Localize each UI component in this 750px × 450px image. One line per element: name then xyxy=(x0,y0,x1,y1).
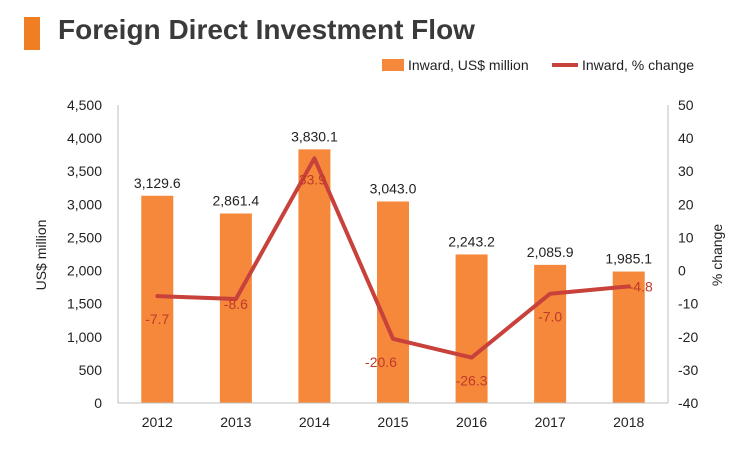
y-tick-label: 0 xyxy=(94,395,102,411)
y-tick-label: 4,500 xyxy=(67,97,102,113)
line-value-label: 33.9 xyxy=(299,171,326,187)
x-tick-label: 2017 xyxy=(535,414,566,430)
line-value-label: -8.6 xyxy=(224,296,248,312)
y-tick-label: 4,000 xyxy=(67,130,102,146)
line-value-label: -4.8 xyxy=(629,278,653,294)
x-tick-label: 2018 xyxy=(613,414,644,430)
y2-tick-label: 0 xyxy=(678,263,686,279)
y2-tick-label: 40 xyxy=(678,130,694,146)
y2-tick-label: 30 xyxy=(678,163,694,179)
line-value-label: -7.7 xyxy=(145,311,169,327)
y2-tick-label: -20 xyxy=(678,329,698,345)
y2-axis-ticks: -40 -30 -20 -10 0 10 20 30 40 50 xyxy=(678,97,698,411)
y2-tick-label: 50 xyxy=(678,97,694,113)
y2-tick-label: 10 xyxy=(678,229,694,245)
bar-value-label: 2,243.2 xyxy=(448,233,495,249)
bar-2014 xyxy=(298,149,331,403)
bar-series xyxy=(141,149,645,403)
line-series xyxy=(155,156,631,360)
bar-2017 xyxy=(534,264,567,403)
y-tick-label: 2,500 xyxy=(67,229,102,245)
pct-change-line xyxy=(155,156,631,360)
bar-value-label: 1,985.1 xyxy=(605,251,652,267)
x-tick-label: 2013 xyxy=(220,414,251,430)
y-tick-label: 3,000 xyxy=(67,196,102,212)
axes xyxy=(117,105,669,404)
y-tick-label: 3,500 xyxy=(67,163,102,179)
y2-tick-label: -10 xyxy=(678,296,698,312)
line-value-label: -20.6 xyxy=(365,354,397,370)
y-tick-label: 500 xyxy=(79,362,103,378)
x-tick-label: 2015 xyxy=(377,414,408,430)
x-tick-label: 2016 xyxy=(456,414,487,430)
y2-tick-label: 20 xyxy=(678,196,694,212)
y-tick-label: 2,000 xyxy=(67,263,102,279)
bar-value-label: 3,129.6 xyxy=(134,175,181,191)
y2-tick-label: -40 xyxy=(678,395,698,411)
y-axis-title: US$ million xyxy=(33,220,49,291)
legend: Inward, US$ million Inward, % change xyxy=(382,57,694,73)
title-accent-bar xyxy=(24,17,40,50)
legend-bar-swatch xyxy=(382,59,404,71)
x-axis-ticks: 2012 2013 2014 2015 2016 2017 2018 xyxy=(142,414,645,430)
x-tick-label: 2012 xyxy=(142,414,173,430)
bar-value-label: 3,043.0 xyxy=(370,180,417,196)
bar-value-label: 2,861.4 xyxy=(212,193,259,209)
y2-tick-label: -30 xyxy=(678,362,698,378)
bar-2015 xyxy=(377,201,409,403)
chart-title: Foreign Direct Investment Flow xyxy=(58,14,475,45)
y-tick-label: 1,500 xyxy=(67,296,102,312)
y-axis-ticks: 0 500 1,000 1,500 2,000 2,500 3,000 3,500 4,000 4… xyxy=(67,97,102,411)
bar-value-label: 3,830.1 xyxy=(291,128,338,144)
bar-2013 xyxy=(219,213,252,403)
bar-data-labels: 3,129.6 2,861.4 3,830.1 3,043.0 2,243.2 2,085… xyxy=(134,128,652,266)
line-value-label: -7.0 xyxy=(538,309,562,325)
bar-2018 xyxy=(612,271,645,403)
bar-2016 xyxy=(455,254,488,403)
legend-bar-label: Inward, US$ million xyxy=(408,57,529,73)
y2-axis-title: % change xyxy=(709,224,725,286)
x-tick-label: 2014 xyxy=(299,414,330,430)
legend-line-label: Inward, % change xyxy=(582,57,694,73)
line-data-labels: -7.7 -8.6 33.9 -20.6 -26.3 -7.0 -4.8 xyxy=(145,171,653,388)
line-value-label: -26.3 xyxy=(456,373,488,389)
y-tick-label: 1,000 xyxy=(67,329,102,345)
bar-value-label: 2,085.9 xyxy=(527,244,574,260)
bar-2012 xyxy=(141,195,174,403)
